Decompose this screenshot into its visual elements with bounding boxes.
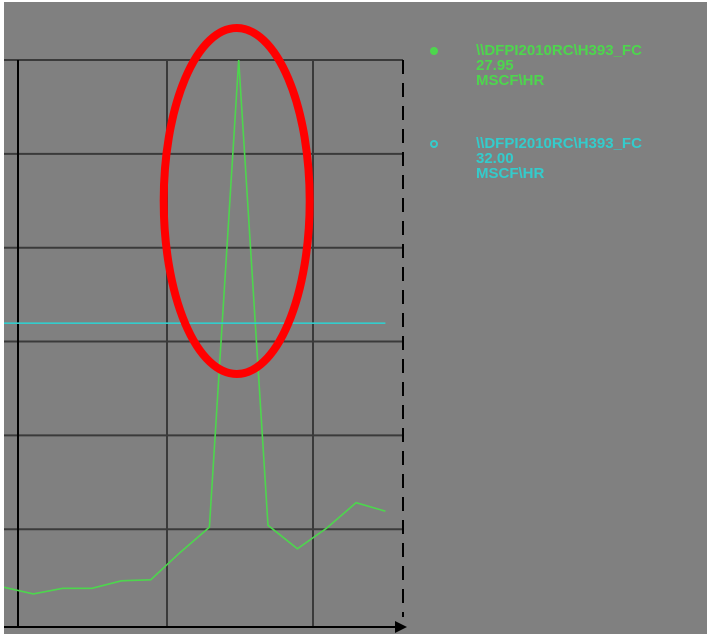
annotation-ellipse — [159, 24, 314, 378]
legend-current-value: 27.95 — [476, 57, 514, 74]
legend-tag-name: \\DFPI2010RC\H393_FC — [476, 135, 642, 152]
legend-marker-hollow-icon — [430, 140, 438, 148]
trend-chart — [4, 24, 407, 633]
trend-panel: \\DFPI2010RC\H393_FC 27.95 MSCF\HR \\DFP… — [4, 2, 707, 634]
legend-unit: MSCF\HR — [476, 72, 545, 89]
legend-marker-filled-icon — [430, 47, 438, 55]
legend-tag-name: \\DFPI2010RC\H393_FC — [476, 42, 642, 59]
series-line-1 — [4, 59, 386, 595]
legend-unit: MSCF\HR — [476, 165, 545, 182]
legend-current-value: 32.00 — [476, 150, 514, 167]
x-axis-arrow-icon — [395, 621, 407, 633]
